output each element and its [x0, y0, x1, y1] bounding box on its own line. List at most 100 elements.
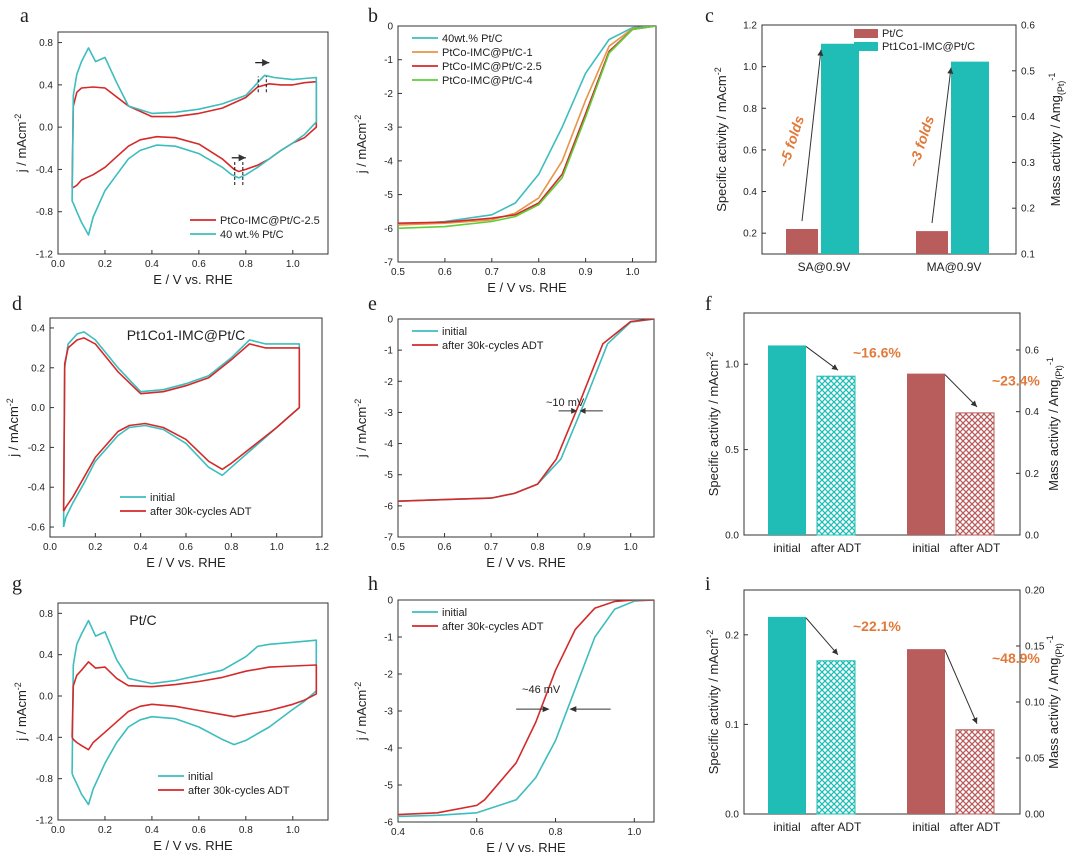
y-tick-label: -1	[384, 633, 393, 644]
y-tick-label: 0.6	[743, 145, 757, 156]
panel-e: e 0.5 0.6 0.7 0.8 0.9 1.0 0 -1 -2 -3 -4 -5 -6 -7 E / V …	[353, 293, 655, 570]
panel-letter-e: e	[368, 293, 377, 315]
y2-label-sup: -1	[1045, 357, 1055, 365]
legend-label: initial	[442, 607, 467, 619]
plot-frame	[57, 31, 329, 255]
y2-label-sup: -1	[1045, 635, 1055, 643]
legend-label: 40 wt.% Pt/C	[220, 229, 284, 241]
panel-letter-g: g	[12, 573, 22, 595]
y2-label-main: Mass activity / Amg	[1046, 658, 1061, 769]
y-label-main: Specific activity / mAcm	[706, 360, 721, 497]
fold-arrow	[801, 49, 824, 222]
y2-label-sub: (Pt)	[1056, 81, 1066, 96]
y2-axis-label: Mass activity / Amg(Pt)-1	[1047, 73, 1066, 207]
y-tick-label: -7	[384, 258, 393, 269]
arrowhead	[579, 407, 586, 414]
series-line-0	[398, 26, 656, 226]
x-tick-label: 0.2	[88, 542, 102, 553]
y2-tick-label: 0.15	[1025, 642, 1045, 653]
x-axis-label: E / V vs. RHE	[153, 838, 233, 853]
delta-annotation: ~10 mV	[546, 397, 585, 409]
y2-label-main: Mass activity / Amg	[1046, 380, 1061, 491]
category-label: after ADT	[811, 541, 862, 555]
x-tick-label: 0.6	[438, 267, 452, 278]
y2-tick-label: 0.1	[1021, 250, 1035, 261]
y-tick-label: 0.2	[743, 229, 757, 240]
x-tick-label: 0.8	[532, 267, 546, 278]
y-tick-label: 0	[387, 596, 393, 607]
y-label-main: j / mAcm	[354, 123, 369, 175]
y-axis-label: Specific activity / mAcm-2	[713, 67, 729, 212]
y-tick-label: 0.0	[31, 403, 45, 414]
y-label-sup: -2	[13, 114, 23, 122]
y2-tick-label: 0.5	[1021, 66, 1035, 77]
x-tick-label: 0.6	[192, 825, 206, 836]
x-tick-label: 0.7	[484, 542, 498, 553]
y-tick-label: 0.8	[743, 104, 757, 115]
y-tick-label: 1.0	[743, 62, 757, 73]
decrease-arrow	[944, 374, 978, 408]
y-label-sup: -2	[5, 398, 15, 406]
y-axis-label: j / mAcm-2	[353, 682, 369, 742]
y-tick-label: -4	[384, 439, 393, 450]
y-tick-label: -5	[384, 190, 393, 201]
x-tick-label: 1.2	[315, 542, 329, 553]
x-tick-label: 0.4	[145, 259, 159, 270]
y2-tick-label: 0.00	[1025, 810, 1045, 821]
y-label-sup: -2	[353, 682, 363, 690]
x-tick-label: 0.0	[43, 542, 57, 553]
panel-f: f 0.0 0.5 1.0 0.0 0.2 0.4 0.6 Specific activity …	[705, 293, 1064, 555]
y-tick-label: 0.5	[725, 445, 739, 456]
legend-label: after 30k-cycles ADT	[188, 785, 290, 797]
x-tick-label: 0.4	[145, 825, 159, 836]
panel-title: Pt1Co1-IMC@Pt/C	[127, 327, 245, 343]
panel-letter-i: i	[705, 573, 711, 595]
y-tick-label: -0.8	[36, 774, 54, 785]
y-tick-label: -3	[384, 408, 393, 419]
bar-ptc	[786, 229, 818, 254]
y-label-sup: -2	[705, 352, 715, 360]
y-tick-label: -6	[384, 224, 393, 235]
x-tick-label: 0.2	[98, 825, 112, 836]
x-tick-label: 0.8	[224, 542, 238, 553]
x-axis-label: E / V vs. RHE	[486, 840, 566, 855]
bar-ptc	[916, 231, 948, 254]
x-tick-label: 0.0	[51, 259, 65, 270]
y-tick-label: 0.0	[725, 531, 739, 542]
y2-tick-label: 0.4	[1025, 407, 1039, 418]
x-tick-label: 0.6	[192, 259, 206, 270]
x-tick-label: 0.8	[549, 827, 563, 838]
y2-tick-label: 0.05	[1025, 754, 1045, 765]
y-axis-label: j / mAcm-2	[13, 114, 29, 174]
y-tick-label: 0.4	[39, 80, 53, 91]
y2-tick-label: 0.6	[1021, 21, 1035, 32]
x-tick-label: 0.9	[579, 267, 593, 278]
category-label: initial	[912, 820, 939, 834]
plot-frame	[761, 24, 1017, 255]
bar-imc	[821, 43, 859, 255]
y2-tick-label: 0.0	[1025, 531, 1039, 542]
y2-tick-label: 0.20	[1025, 586, 1045, 597]
y2-tick-label: 0.6	[1025, 346, 1039, 357]
y-tick-label: -4	[384, 744, 393, 755]
bar	[768, 345, 806, 535]
x-tick-label: 1.0	[627, 827, 641, 838]
fold-arrow	[931, 67, 954, 224]
plot-frame	[49, 317, 323, 538]
bar	[907, 373, 945, 535]
y2-label-sup: -1	[1047, 73, 1057, 81]
panel-c: c 0.2 0.4 0.6 0.8 1.0 1.2 0.1 0.2 0.3 0.4 0.5 0.6 Spe…	[705, 5, 1066, 274]
x-tick-label: 0.4	[134, 542, 148, 553]
delta-annotation: ~46 mV	[522, 684, 561, 696]
panel-title: Pt/C	[129, 612, 156, 628]
x-tick-label: 0.0	[51, 825, 65, 836]
decrease-label: ~22.1%	[853, 618, 901, 634]
x-tick-label: 0.5	[391, 267, 405, 278]
y-label-sup: -2	[705, 630, 715, 638]
x-axis-label: E / V vs. RHE	[486, 555, 566, 570]
y-tick-label: 0.8	[39, 38, 53, 49]
y-label-main: Specific activity / mAcm	[714, 75, 729, 212]
panel-letter-a: a	[20, 5, 29, 27]
series-line-1	[62, 337, 301, 512]
panel-letter-b: b	[368, 5, 378, 27]
